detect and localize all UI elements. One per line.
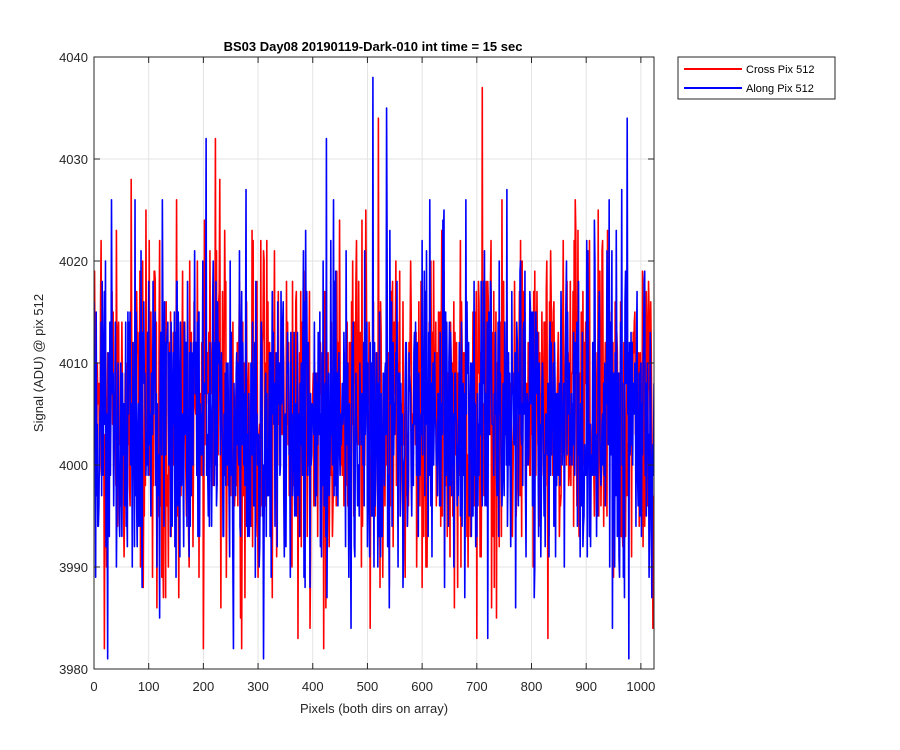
y-tick-label: 4020 <box>59 254 88 269</box>
y-axis-label: Signal (ADU) @ pix 512 <box>31 294 46 432</box>
y-tick-labels: 3980 3990 4000 4010 4020 4030 4040 <box>59 50 88 677</box>
y-tick-label: 4010 <box>59 356 88 371</box>
series-layer <box>94 76 654 660</box>
plot-area <box>93 56 655 670</box>
x-tick-label: 100 <box>138 679 160 694</box>
y-tick-label: 4040 <box>59 50 88 65</box>
y-tick-label: 4000 <box>59 458 88 473</box>
y-tick-label: 3980 <box>59 662 88 677</box>
x-tick-labels: 0 100 200 300 400 500 600 700 800 900 1000 <box>90 679 655 694</box>
x-tick-label: 1000 <box>626 679 655 694</box>
x-tick-label: 900 <box>575 679 597 694</box>
x-tick-label: 300 <box>247 679 269 694</box>
x-tick-label: 800 <box>521 679 543 694</box>
x-tick-label: 600 <box>411 679 433 694</box>
x-tick-label: 700 <box>466 679 488 694</box>
x-tick-label: 500 <box>357 679 379 694</box>
x-tick-label: 0 <box>90 679 97 694</box>
x-axis-label: Pixels (both dirs on array) <box>300 701 448 716</box>
legend-label-along: Along Pix 512 <box>746 83 814 95</box>
x-tick-label: 400 <box>302 679 324 694</box>
legend-box <box>677 56 836 100</box>
series-line-along-pix-512 <box>94 76 654 660</box>
data-viewport <box>94 76 654 660</box>
legend-label-cross: Cross Pix 512 <box>746 64 814 76</box>
y-tick-label: 3990 <box>59 560 88 575</box>
plot-frame <box>93 56 655 670</box>
x-tick-label: 200 <box>193 679 215 694</box>
chart-title: BS03 Day08 20190119-Dark-010 int time = … <box>224 39 523 54</box>
legend: Cross Pix 512 Along Pix 512 <box>677 56 836 100</box>
y-tick-label: 4030 <box>59 152 88 167</box>
